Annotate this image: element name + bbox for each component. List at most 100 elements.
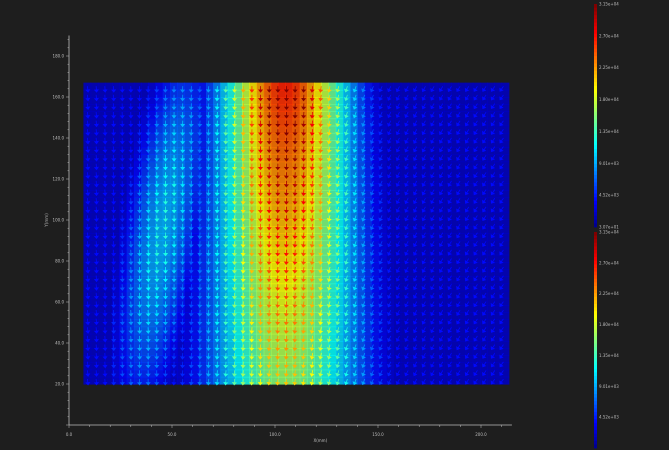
field-cell [407, 97, 416, 105]
field-cell [141, 233, 149, 242]
field-cell [148, 111, 157, 120]
field-cell [465, 369, 474, 378]
field-cell [191, 376, 200, 385]
velocity-arrow [136, 361, 143, 369]
field-cell [314, 218, 322, 227]
velocity-arrow [361, 292, 366, 300]
field-cell [285, 305, 294, 313]
field-cell [494, 132, 503, 141]
field-cell [141, 218, 149, 227]
velocity-arrow [326, 249, 332, 257]
field-cell [105, 190, 113, 199]
field-cell [227, 276, 236, 285]
field-cell [501, 97, 510, 105]
field-cell [494, 312, 503, 321]
velocity-arrow [456, 94, 461, 101]
velocity-arrow [266, 327, 272, 334]
field-cell [177, 197, 185, 206]
velocity-arrow [292, 249, 298, 257]
velocity-arrow [292, 215, 298, 222]
field-cell [198, 305, 207, 313]
field-cell [148, 240, 157, 249]
field-cell [364, 226, 373, 234]
field-cell [162, 204, 171, 213]
field-cell [364, 218, 373, 227]
velocity-arrow [136, 189, 143, 197]
field-cell [487, 132, 495, 141]
field-cell [263, 218, 272, 227]
field-cell [177, 154, 185, 163]
field-cell [472, 348, 481, 356]
field-cell [415, 197, 423, 206]
field-cell [415, 147, 423, 155]
field-cell [386, 262, 395, 270]
velocity-arrow [93, 129, 99, 136]
velocity-arrow [490, 189, 496, 196]
velocity-arrow [326, 232, 332, 240]
velocity-arrow [473, 327, 478, 333]
field-cell [263, 147, 272, 155]
velocity-arrow [223, 301, 229, 309]
velocity-arrow [412, 223, 418, 230]
velocity-arrow [85, 370, 91, 377]
field-cell [487, 183, 495, 191]
field-cell [133, 154, 142, 163]
field-cell [112, 240, 121, 249]
velocity-arrow [231, 155, 238, 162]
velocity-arrow [292, 155, 298, 162]
velocity-arrow [335, 309, 341, 317]
field-cell [451, 326, 459, 335]
velocity-arrow [387, 275, 392, 282]
field-cell [105, 312, 113, 321]
field-cell [263, 297, 272, 306]
field-cell [465, 240, 474, 249]
field-cell [364, 269, 373, 277]
field-cell [299, 89, 308, 98]
field-cell [249, 82, 258, 91]
field-cell [227, 319, 236, 328]
field-cell [364, 319, 373, 328]
field-cell [148, 362, 157, 371]
field-cell [379, 290, 387, 299]
velocity-arrow [378, 180, 384, 188]
velocity-arrow [456, 223, 461, 230]
velocity-arrow [447, 180, 452, 187]
velocity-arrow [352, 318, 358, 325]
field-cell [155, 362, 164, 371]
field-cell [443, 118, 452, 127]
field-cell [263, 254, 272, 263]
velocity-arrow [395, 335, 401, 342]
field-cell [436, 175, 445, 184]
colorbar-segment [594, 7, 597, 12]
velocity-arrow [214, 335, 220, 343]
field-cell [112, 312, 121, 321]
field-cell [451, 218, 459, 227]
velocity-arrow [257, 361, 263, 369]
field-cell [335, 326, 344, 335]
velocity-arrow [154, 129, 160, 136]
velocity-arrow [326, 292, 332, 300]
field-cell [451, 132, 459, 141]
field-cell [371, 204, 380, 213]
velocity-arrow [412, 301, 418, 308]
velocity-arrow [378, 378, 384, 386]
field-cell [112, 333, 121, 342]
velocity-arrow [275, 189, 281, 197]
velocity-arrow [404, 180, 409, 187]
velocity-arrow [421, 327, 427, 334]
field-cell [227, 340, 236, 349]
field-cell [263, 283, 272, 292]
colorbar-segment [594, 282, 597, 287]
velocity-arrow [335, 318, 341, 326]
velocity-arrow [300, 275, 307, 283]
velocity-arrow [447, 344, 452, 351]
field-cell [97, 369, 106, 378]
field-cell [278, 340, 286, 349]
field-cell [472, 297, 481, 306]
field-cell [458, 211, 467, 220]
velocity-arrow [361, 215, 366, 222]
field-cell [205, 125, 214, 134]
velocity-arrow [326, 378, 332, 386]
velocity-arrow [404, 249, 409, 256]
velocity-arrow [404, 86, 409, 93]
